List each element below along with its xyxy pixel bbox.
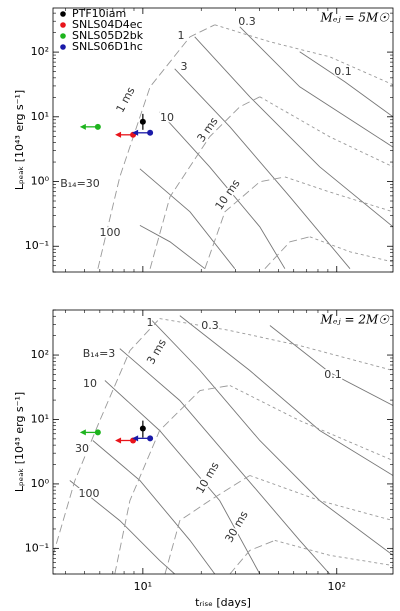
data-point — [94, 123, 101, 130]
model-curve — [204, 176, 285, 269]
data-point — [94, 429, 101, 436]
arrow-head — [115, 437, 122, 444]
model-curve — [269, 325, 393, 406]
curve-label: 1 — [178, 29, 185, 42]
arrow-head — [132, 129, 139, 136]
curve-label: 30 — [75, 442, 89, 455]
model-curve — [159, 111, 286, 269]
model-curve — [139, 168, 236, 269]
curve-label: B₁₄=30 — [60, 177, 100, 190]
legend-swatch — [60, 33, 66, 39]
curve-label: 10 ms — [193, 460, 221, 496]
model-curve — [119, 348, 331, 574]
x-axis-label: tᵣᵢₛₑ [days] — [195, 596, 251, 609]
legend-swatch — [60, 44, 66, 50]
y-tick-label: 10² — [31, 45, 49, 58]
model-curve — [309, 236, 393, 263]
model-curve — [229, 539, 275, 574]
model-curve — [164, 475, 251, 574]
axes-frame — [52, 7, 394, 273]
y-tick-label: 10⁻¹ — [25, 541, 49, 554]
model-curve — [174, 68, 351, 269]
model-curve — [149, 318, 393, 556]
data-point — [139, 118, 146, 125]
curve-label: 100 — [79, 487, 100, 500]
model-curve — [114, 385, 230, 574]
y-tick-label: 10⁰ — [31, 175, 50, 188]
curve-label: 0.1 — [334, 65, 352, 78]
legend-label: SNLS06D1hc — [72, 40, 143, 53]
data-point — [147, 435, 154, 442]
plot-area — [97, 24, 393, 270]
legend-label: PTF10iam — [72, 7, 126, 20]
curve-label: 10 — [160, 111, 174, 124]
y-tick-label: 10⁰ — [31, 477, 50, 490]
model-curve — [259, 96, 393, 168]
legend-label: SNLS04D4ec — [72, 18, 143, 31]
model-curve — [104, 380, 261, 574]
panel-annotation: Mₑⱼ = 2M☉ — [320, 313, 391, 327]
y-tick-label: 10¹ — [31, 412, 49, 425]
x-tick-label: 10¹ — [134, 580, 152, 593]
x-tick-label: 10² — [328, 580, 346, 593]
legend-label: SNLS05D2bk — [72, 29, 144, 42]
axes-frame — [52, 309, 394, 575]
data-point — [147, 129, 154, 136]
model-curve — [92, 440, 216, 574]
curve-label: 0.3 — [238, 15, 256, 28]
model-curve — [179, 315, 393, 476]
y-axis-label: Lₚₑₐₖ [10⁴³ erg s⁻¹] — [13, 90, 26, 190]
curve-label: 3 ms — [144, 337, 169, 367]
model-curve — [149, 96, 261, 269]
model-curve — [249, 475, 393, 522]
plot-area — [53, 315, 393, 574]
curve-label: B₁₄=3 — [83, 347, 116, 360]
y-tick-label: 10² — [31, 348, 49, 361]
model-curve — [229, 385, 393, 461]
curve-label: 3 — [181, 60, 188, 73]
curve-label: 0.1 — [324, 368, 342, 381]
curve-label: 10 — [83, 377, 97, 390]
model-curve — [239, 26, 393, 148]
data-point — [139, 425, 146, 432]
model-curve — [299, 51, 393, 118]
y-tick-label: 10¹ — [31, 110, 49, 123]
arrow-head — [79, 123, 86, 130]
model-curve — [139, 225, 206, 270]
model-curve — [264, 236, 310, 270]
curve-label: 0.3 — [201, 319, 219, 332]
curve-label: 10 ms — [213, 177, 243, 212]
arrow-head — [79, 429, 86, 436]
model-curve — [53, 318, 160, 556]
panel-annotation: Mₑⱼ = 5M☉ — [320, 11, 391, 25]
model-curve — [97, 24, 215, 269]
model-curve — [194, 36, 393, 228]
legend-swatch — [60, 22, 66, 28]
arrow-head — [115, 131, 122, 138]
y-axis-label: Lₚₑₐₖ [10⁴³ erg s⁻¹] — [13, 392, 26, 492]
curve-label: 100 — [100, 226, 121, 239]
curve-label: 1 ms — [113, 85, 137, 115]
arrow-head — [132, 435, 139, 442]
model-curve — [274, 539, 393, 567]
model-curve — [284, 176, 393, 213]
legend-swatch — [60, 11, 66, 17]
curve-label: 1 — [147, 316, 154, 329]
y-tick-label: 10⁻¹ — [25, 239, 49, 252]
